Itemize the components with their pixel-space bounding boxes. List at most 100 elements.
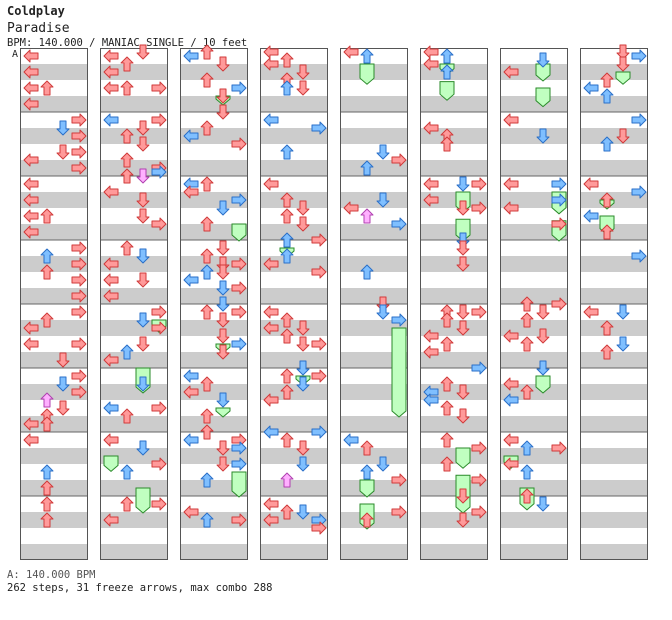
down-arrow-icon	[120, 80, 134, 96]
left-arrow-icon	[423, 329, 439, 343]
left-arrow-icon	[23, 193, 39, 207]
up-arrow-icon	[136, 376, 150, 392]
down-arrow-icon	[520, 440, 534, 456]
right-arrow-icon	[631, 113, 647, 127]
left-arrow-icon	[23, 177, 39, 191]
up-arrow-icon	[296, 64, 310, 80]
right-arrow-icon	[391, 217, 407, 231]
right-arrow-icon	[231, 137, 247, 151]
left-arrow-icon	[263, 45, 279, 59]
beat-stripe	[101, 384, 167, 400]
beat-stripe	[261, 96, 327, 112]
left-arrow-icon	[23, 337, 39, 351]
bpm-summary: A: 140.000 BPM	[7, 569, 96, 581]
up-arrow-icon	[136, 336, 150, 352]
beat-stripe	[101, 416, 167, 432]
right-arrow-icon	[151, 81, 167, 95]
right-arrow-icon	[151, 165, 167, 179]
beat-stripe	[581, 128, 647, 144]
beat-stripe	[501, 512, 567, 528]
down-arrow-icon	[280, 192, 294, 208]
right-arrow-icon	[71, 337, 87, 351]
beat-stripe	[21, 320, 87, 336]
down-arrow-icon	[200, 304, 214, 320]
beat-stripe	[261, 192, 327, 208]
beat-stripe	[501, 224, 567, 240]
down-arrow-icon	[440, 336, 454, 352]
beat-stripe	[421, 352, 487, 368]
beat-stripe	[421, 160, 487, 176]
down-arrow-icon	[280, 432, 294, 448]
chart-column-7	[500, 48, 568, 560]
left-arrow-icon	[583, 305, 599, 319]
column-border	[260, 48, 328, 560]
right-arrow-icon	[231, 305, 247, 319]
beat-stripe	[101, 480, 167, 496]
left-arrow-icon	[263, 513, 279, 527]
down-arrow-icon	[40, 392, 54, 408]
left-arrow-icon	[423, 57, 439, 71]
freeze-arrow-right	[231, 223, 247, 242]
up-arrow-icon	[216, 104, 230, 120]
right-arrow-icon	[471, 305, 487, 319]
beat-stripe	[101, 96, 167, 112]
beat-stripe	[581, 448, 647, 464]
right-arrow-icon	[311, 521, 327, 535]
beat-stripe	[341, 256, 407, 272]
right-arrow-icon	[151, 457, 167, 471]
up-arrow-icon	[376, 304, 390, 320]
down-arrow-icon	[440, 64, 454, 80]
right-arrow-icon	[551, 441, 567, 455]
left-arrow-icon	[503, 65, 519, 79]
right-arrow-icon	[71, 369, 87, 383]
right-arrow-icon	[471, 505, 487, 519]
down-arrow-icon	[200, 264, 214, 280]
beat-stripe	[341, 192, 407, 208]
left-arrow-icon	[423, 121, 439, 135]
up-arrow-icon	[216, 344, 230, 360]
beat-stripe	[581, 544, 647, 560]
right-arrow-icon	[551, 177, 567, 191]
left-arrow-icon	[103, 289, 119, 303]
beat-stripe	[581, 96, 647, 112]
right-arrow-icon	[551, 193, 567, 207]
left-arrow-icon	[423, 393, 439, 407]
beat-stripe	[421, 320, 487, 336]
up-arrow-icon	[376, 144, 390, 160]
right-arrow-icon	[231, 257, 247, 271]
down-arrow-icon	[280, 144, 294, 160]
beat-stripe	[101, 288, 167, 304]
left-arrow-icon	[263, 113, 279, 127]
right-arrow-icon	[471, 361, 487, 375]
beat-stripe	[421, 224, 487, 240]
beat-stripe	[501, 192, 567, 208]
freeze-arrow-up	[535, 375, 551, 394]
beat-stripe	[261, 512, 327, 528]
down-arrow-icon	[40, 464, 54, 480]
right-arrow-icon	[71, 385, 87, 399]
down-arrow-icon	[200, 376, 214, 392]
up-arrow-icon	[536, 496, 550, 512]
freeze-arrow-down	[359, 63, 375, 85]
up-arrow-icon	[56, 352, 70, 368]
freeze-arrow-right	[231, 471, 247, 498]
right-arrow-icon	[471, 201, 487, 215]
down-arrow-icon	[120, 240, 134, 256]
left-arrow-icon	[183, 385, 199, 399]
down-arrow-icon	[520, 384, 534, 400]
left-arrow-icon	[263, 305, 279, 319]
up-arrow-icon	[456, 200, 470, 216]
beat-stripe	[261, 256, 327, 272]
left-arrow-icon	[583, 81, 599, 95]
right-arrow-icon	[71, 161, 87, 175]
beat-stripe	[101, 352, 167, 368]
left-arrow-icon	[503, 377, 519, 391]
right-arrow-icon	[311, 265, 327, 279]
beat-stripe	[21, 448, 87, 464]
left-arrow-icon	[503, 177, 519, 191]
beat-stripe	[581, 320, 647, 336]
down-arrow-icon	[40, 264, 54, 280]
beat-stripe	[581, 416, 647, 432]
down-arrow-icon	[520, 336, 534, 352]
up-arrow-icon	[616, 336, 630, 352]
